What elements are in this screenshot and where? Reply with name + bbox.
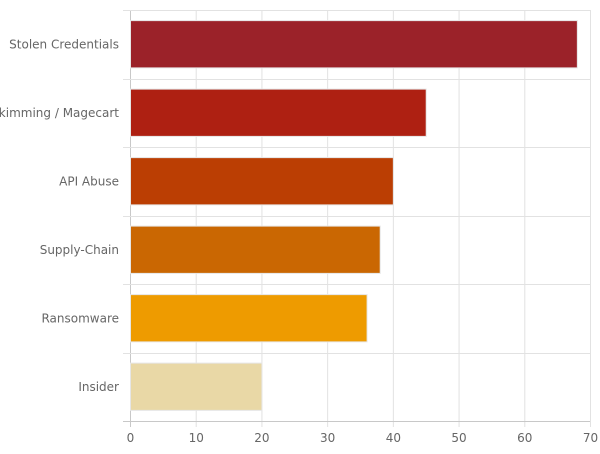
y-tick-label: API Abuse [59, 174, 119, 188]
y-tick-label: Insider [78, 380, 119, 394]
x-tick-label: 10 [189, 431, 204, 445]
x-tick-label: 0 [127, 431, 135, 445]
y-tick-label: Ransomware [41, 311, 119, 325]
x-tick-label: 40 [386, 431, 401, 445]
bar [130, 20, 578, 69]
y-axis-labels: Stolen Credentials Skimming / Magecart API… [0, 37, 119, 394]
y-tick-label: Stolen Credentials [9, 37, 119, 51]
x-tick-label: 50 [451, 431, 466, 445]
x-axis-labels: 0 10 20 30 40 50 60 70 [127, 431, 598, 445]
bar [130, 362, 263, 411]
x-tick-label: 20 [254, 431, 269, 445]
bars [130, 20, 578, 411]
bar [130, 88, 427, 137]
bar [130, 157, 394, 206]
y-tick-label: Skimming / Magecart [0, 106, 119, 120]
gridlines [123, 10, 591, 427]
x-tick-label: 60 [517, 431, 532, 445]
x-tick-label: 30 [320, 431, 335, 445]
bar [130, 225, 381, 274]
x-tick-label: 70 [583, 431, 598, 445]
y-tick-label: Supply-Chain [40, 243, 119, 257]
bar [130, 294, 368, 343]
